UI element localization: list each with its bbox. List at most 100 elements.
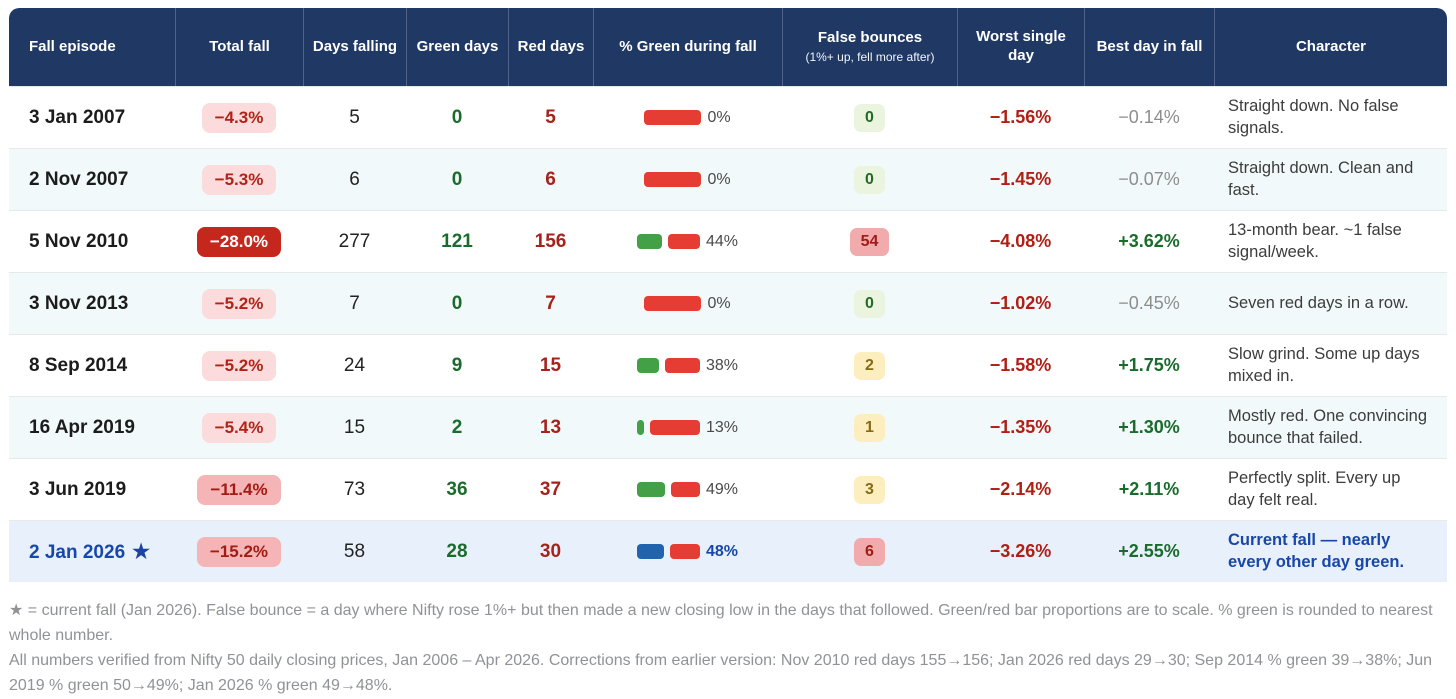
character-text: Straight down. Clean and fast. [1228,158,1414,199]
false-bounces-sublabel: (1%+ up, fell more after) [805,49,935,64]
column-header-days-falling: Days falling [303,8,406,86]
red-days-value: 13 [539,416,562,438]
character-text: Straight down. No false signals. [1228,96,1399,137]
total-fall-badge: −5.2% [201,288,277,319]
worst-single-day-value: −1.35% [989,417,1052,437]
green-proportion-bar [636,544,664,559]
red-proportion-bar [644,172,702,187]
fall-episode-date: 2 Nov 2007 [9,169,175,191]
red-days-value: 6 [545,168,556,190]
green-proportion-bar [636,234,662,249]
column-header-false-bounces: False bounces (1%+ up, fell more after) [782,8,957,86]
fall-episode-date: 3 Nov 2013 [9,293,175,315]
total-fall-badge: −5.3% [201,164,277,195]
table-row: 3 Jun 2019 −11.4% 73 36 37 49% 3 −2.14% … [9,458,1447,520]
red-days-value: 7 [545,292,556,314]
fall-episode-date: 8 Sep 2014 [9,355,175,377]
green-proportion-bar [636,482,665,497]
red-proportion-bar [644,110,702,125]
total-fall-cell: −15.2% [175,536,303,567]
table-header-row: Fall episode Total fall Days falling Gre… [9,8,1447,86]
best-day-in-fall-value: −0.07% [1118,169,1180,189]
false-bounces-badge: 3 [854,475,885,504]
pct-green-label: 38% [705,356,739,374]
green-days-value: 0 [451,168,463,190]
pct-green-label: 0% [707,108,731,126]
footnote-verification: All numbers verified from Nifty 50 daily… [9,651,1432,694]
days-falling-value: 73 [343,478,366,500]
false-bounces-badge: 6 [854,537,885,566]
table-row: 16 Apr 2019 −5.4% 15 2 13 13% 1 −1.35% +… [9,396,1447,458]
table-row: 3 Nov 2013 −5.2% 7 0 7 0% 0 −1.02% −0.45… [9,272,1447,334]
worst-single-day-value: −1.45% [989,169,1052,189]
character-text: Perfectly split. Every up day felt real. [1228,468,1401,509]
total-fall-badge: −15.2% [196,536,282,567]
false-bounces-badge: 0 [854,165,885,194]
pct-green-cell: 0% [593,295,782,313]
worst-single-day-value: −1.58% [989,355,1052,375]
days-falling-value: 58 [343,540,366,562]
red-proportion-bar [670,482,700,497]
total-fall-badge: −5.4% [201,412,277,443]
false-bounces-badge: 0 [854,289,885,318]
red-proportion-bar [667,234,700,249]
total-fall-badge: −5.2% [201,350,277,381]
fall-episode-date-text: 5 Nov 2010 [29,230,129,252]
table-body: 3 Jan 2007 −4.3% 5 0 5 0% 0 −1.56% −0.14… [9,86,1447,582]
false-bounces-badge: 0 [854,103,885,132]
false-bounces-cell: 6 [782,537,957,566]
pct-green-cell: 13% [593,419,782,437]
fall-episode-date-text: 3 Jun 2019 [29,478,127,500]
worst-single-day-value: −3.26% [989,541,1052,561]
table-row: 5 Nov 2010 −28.0% 277 121 156 44% 54 −4.… [9,210,1447,272]
green-days-value: 9 [451,354,463,376]
red-proportion-bar [664,358,700,373]
fall-episode-date-text: 2 Jan 2026 [29,542,126,563]
days-falling-value: 6 [349,168,360,190]
pct-green-cell: 48% [593,543,782,561]
red-proportion-bar [649,420,700,435]
best-day-in-fall-value: −0.45% [1118,293,1180,313]
total-fall-badge: −28.0% [196,226,282,257]
total-fall-cell: −28.0% [175,226,303,257]
pct-green-label: 0% [707,294,731,312]
table-row: 2 Nov 2007 −5.3% 6 0 6 0% 0 −1.45% −0.07… [9,148,1447,210]
character-text: Current fall — nearly every other day gr… [1228,530,1405,571]
best-day-in-fall-value: +1.30% [1118,417,1180,437]
worst-single-day-value: −4.08% [989,231,1052,251]
table-row: 8 Sep 2014 −5.2% 24 9 15 38% 2 −1.58% +1… [9,334,1447,396]
footnotes: ★ = current fall (Jan 2026). False bounc… [9,582,1451,699]
green-days-value: 36 [446,478,468,500]
total-fall-cell: −5.2% [175,288,303,319]
green-days-value: 28 [446,540,468,562]
column-header-fall-episode: Fall episode [29,37,116,55]
column-header-total-fall: Total fall [175,8,303,86]
worst-single-day-value: −1.02% [989,293,1052,313]
fall-episode-date-text: 8 Sep 2014 [29,354,128,376]
total-fall-cell: −11.4% [175,474,303,505]
red-days-value: 156 [534,230,567,252]
fall-episode-date: 2 Jan 2026 ★ [9,539,175,564]
false-bounces-cell: 54 [782,227,957,256]
days-falling-value: 7 [349,292,360,314]
pct-green-label: 0% [707,170,731,188]
column-header-pct-green: % Green during fall [593,8,782,86]
pct-green-label: 13% [705,418,739,436]
pct-green-label: 49% [705,480,739,498]
red-proportion-bar [644,296,702,311]
total-fall-badge: −11.4% [197,474,281,505]
pct-green-cell: 0% [593,109,782,127]
best-day-in-fall-value: +2.55% [1118,541,1180,561]
green-days-value: 0 [451,292,463,314]
worst-single-day-value: −2.14% [989,479,1052,499]
false-bounces-badge: 2 [854,351,885,380]
false-bounces-cell: 2 [782,351,957,380]
current-fall-star-icon: ★ [132,541,151,563]
footnote-legend: ★ = current fall (Jan 2026). False bounc… [9,602,1433,644]
pct-green-cell: 49% [593,481,782,499]
fall-episode-date-text: 2 Nov 2007 [29,168,129,190]
character-text: Slow grind. Some up days mixed in. [1228,344,1420,385]
false-bounces-cell: 0 [782,289,957,318]
total-fall-badge: −4.3% [201,102,277,133]
red-days-value: 37 [539,478,562,500]
